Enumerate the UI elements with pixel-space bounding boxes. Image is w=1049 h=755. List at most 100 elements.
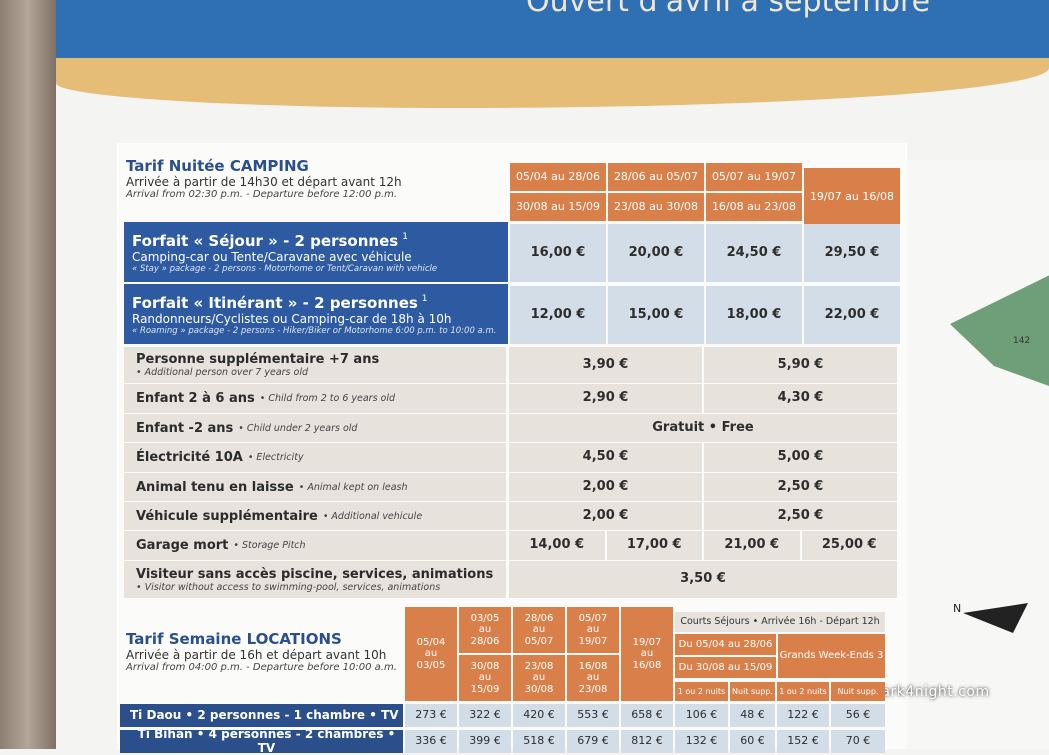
- week-period: 19/07 au 16/08: [621, 607, 673, 701]
- package-price: 16,00 €: [510, 224, 606, 282]
- period-header: 05/04 au 28/06: [510, 163, 606, 191]
- package-line: Camping-car ou Tente/Caravane avec véhic…: [132, 249, 412, 264]
- package-price: 20,00 €: [608, 224, 704, 282]
- short-sub: Nuit supp.: [730, 682, 775, 701]
- rental-price: 679 €: [567, 730, 619, 753]
- rental-label: Ti Bihan • 4 personnes - 2 chambres • TV: [120, 727, 403, 754]
- banner-text: Ouvert d'avril à septembre: [526, 0, 931, 19]
- extra-name-en: • Animal kept on leash: [298, 481, 408, 493]
- extra-price: 14,00 €: [509, 531, 605, 560]
- package-price: 18,00 €: [706, 286, 802, 344]
- short-sub: Nuit supp.: [831, 682, 885, 701]
- extra-label: Électricité 10A • Electricity: [124, 443, 506, 472]
- watermark: park4night.com: [872, 684, 990, 700]
- rental-price: 152 €: [777, 730, 829, 753]
- package-line-en: « Stay » package - 2 persons - Motorhome…: [132, 263, 438, 274]
- extra-name: Véhicule supplémentaire: [136, 508, 318, 524]
- period-header: 05/07 au 19/07: [706, 163, 802, 191]
- week-period: 30/08 au 15/09: [459, 655, 511, 701]
- camping-heading: Tarif Nuitée CAMPING Arrivée à partir de …: [126, 157, 506, 213]
- extra-label: Enfant -2 ans • Child under 2 years old: [124, 414, 506, 442]
- camping-subtitle-en: Arrival from 02:30 p.m. - Departure befo…: [126, 189, 398, 200]
- package-price: 24,50 €: [706, 224, 802, 282]
- package-line-en: « Roaming » package - 2 persons - Hiker/…: [132, 325, 497, 336]
- extra-name-en: • Child from 2 to 6 years old: [259, 393, 396, 404]
- extra-price: 17,00 €: [606, 531, 702, 560]
- extra-price: Gratuit • Free: [509, 414, 897, 442]
- period-header: 23/08 au 30/08: [608, 193, 704, 221]
- package-price: 15,00 €: [608, 286, 704, 344]
- rental-price: 70 €: [831, 730, 885, 753]
- package-price: 12,00 €: [510, 286, 606, 344]
- period-header: 30/08 au 15/09: [510, 193, 606, 221]
- rental-price: 553 €: [567, 704, 619, 727]
- rental-price: 273 €: [405, 704, 457, 727]
- rental-price: 56 €: [831, 704, 885, 727]
- rental-price: 420 €: [513, 704, 565, 727]
- package-label: Forfait « Itinérant » - 2 personnes 1 Rand…: [124, 284, 508, 344]
- rental-price: 322 €: [459, 704, 511, 727]
- week-period: 05/04 au 03/05: [405, 607, 457, 701]
- week-period: 28/06 au 05/07: [513, 607, 565, 653]
- short-period: Du 30/08 au 15/09: [675, 657, 776, 678]
- package-title-line: Forfait « Séjour » - 2 personnes 1: [132, 231, 500, 250]
- extra-name-en: • Child under 2 years old: [238, 422, 358, 434]
- rental-price: 336 €: [405, 730, 457, 753]
- rental-price: 812 €: [621, 730, 673, 753]
- banner: Ouvert d'avril à septembre: [56, 0, 1049, 64]
- short-sub: 1 ou 2 nuits: [675, 682, 728, 701]
- extra-price: 3,90 €: [509, 347, 702, 383]
- short-stays-title: Courts Séjours • Arrivée 16h - Départ 12…: [675, 612, 885, 632]
- map-zone: [950, 270, 1049, 390]
- extra-name: Électricité 10A: [136, 450, 243, 465]
- extra-name-en: • Electricity: [247, 452, 304, 463]
- period-header: 16/08 au 23/08: [706, 193, 802, 221]
- rental-price: 518 €: [513, 730, 565, 753]
- package-note: 1: [421, 294, 428, 305]
- extra-name: Personne supplémentaire +7 ans: [136, 352, 380, 367]
- rental-price: 106 €: [675, 704, 728, 727]
- extra-name: Enfant -2 ans: [136, 420, 234, 436]
- extra-price: 2,00 €: [509, 502, 702, 530]
- extra-name: Visiteur sans accès piscine, services, a…: [136, 566, 494, 582]
- extra-price: 2,90 €: [509, 384, 702, 413]
- extra-price: 4,50 €: [509, 443, 702, 472]
- package-price: 29,50 €: [804, 224, 900, 282]
- package-label: Forfait « Séjour » - 2 personnes 1 Camping…: [124, 222, 508, 282]
- extra-name-en: • Visitor without access to swimming-poo…: [136, 581, 441, 593]
- package-title: Forfait « Séjour » - 2 personnes: [132, 231, 399, 250]
- extra-label: Véhicule supplémentaire • Additional vehi…: [124, 502, 506, 530]
- sand-wave: [56, 58, 1049, 108]
- week-period: 05/07 au 19/07: [567, 607, 619, 653]
- map-area: 142 N: [905, 160, 1049, 749]
- wood-post: [0, 0, 56, 749]
- rental-price: 399 €: [459, 730, 511, 753]
- svg-text:N: N: [953, 602, 961, 615]
- extra-price: 2,50 €: [704, 502, 897, 530]
- rental-price: 48 €: [730, 704, 775, 727]
- camping-subtitle: Arrivée à partir de 14h30 et départ avan…: [126, 175, 402, 189]
- extra-price: 3,50 €: [509, 561, 897, 598]
- period-header: 28/06 au 05/07: [608, 163, 704, 191]
- short-period: Du 05/04 au 28/06: [675, 634, 776, 655]
- extra-label: Visiteur sans accès piscine, services, a…: [124, 561, 506, 598]
- extra-price: 2,50 €: [704, 473, 897, 501]
- extra-name-en: • Additional vehicule: [322, 510, 423, 522]
- extra-price: 4,30 €: [704, 384, 897, 413]
- extra-name-en: • Additional person over 7 years old: [136, 367, 308, 378]
- extra-price: 2,00 €: [509, 473, 702, 501]
- package-price: 22,00 €: [804, 286, 900, 344]
- extra-label: Garage mort • Storage Pitch: [124, 531, 506, 560]
- package-title-line: Forfait « Itinérant » - 2 personnes 1: [132, 293, 500, 312]
- week-period: 03/05 au 28/06: [459, 607, 511, 653]
- map-pitch: 142: [1013, 336, 1031, 346]
- package-line: Randonneurs/Cyclistes ou Camping-car de …: [132, 311, 452, 326]
- rental-label: Ti Daou • 2 personnes - 1 chambre • TV: [120, 704, 403, 727]
- rental-price: 122 €: [777, 704, 829, 727]
- camping-title: Tarif Nuitée CAMPING: [126, 157, 309, 175]
- weekends: Grands Week-Ends 3: [778, 634, 885, 678]
- rental-price: 132 €: [675, 730, 728, 753]
- extra-price: 5,90 €: [704, 347, 897, 383]
- extra-price: 25,00 €: [801, 531, 897, 560]
